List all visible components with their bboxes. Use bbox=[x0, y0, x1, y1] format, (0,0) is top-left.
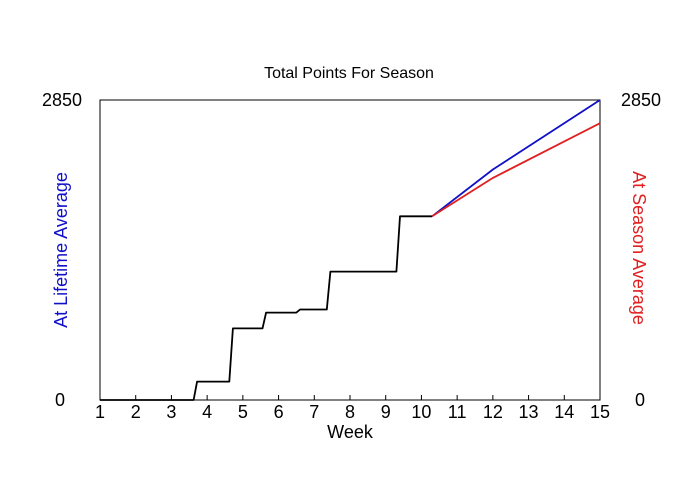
y-left-axis-label: At Lifetime Average bbox=[51, 172, 71, 328]
series-lines bbox=[100, 99, 601, 401]
y-left-min-label: 0 bbox=[55, 390, 65, 410]
y-left-max-label: 2850 bbox=[42, 90, 82, 110]
x-tick-label: 14 bbox=[554, 402, 574, 422]
y-right-max-label: 2850 bbox=[621, 90, 661, 110]
x-tick-label: 2 bbox=[131, 402, 141, 422]
x-tick-label: 8 bbox=[345, 402, 355, 422]
x-tick-label: 3 bbox=[166, 402, 176, 422]
series-line-actual bbox=[100, 215, 433, 401]
x-tick-label: 12 bbox=[483, 402, 503, 422]
series-line-season bbox=[431, 122, 601, 218]
x-axis-ticks: 1 2 3 4 5 6 7 8 9 10 11 12 13 14 15 bbox=[95, 395, 610, 422]
x-tick-label: 15 bbox=[590, 402, 610, 422]
series-line-lifetime bbox=[431, 99, 601, 218]
x-tick-label: 7 bbox=[309, 402, 319, 422]
x-axis-label: Week bbox=[327, 422, 374, 442]
x-tick-label: 4 bbox=[202, 402, 212, 422]
x-tick-label: 6 bbox=[274, 402, 284, 422]
x-tick-label: 10 bbox=[411, 402, 431, 422]
x-tick-label: 1 bbox=[95, 402, 105, 422]
x-tick-label: 11 bbox=[448, 402, 467, 422]
chart-title: Total Points For Season bbox=[264, 65, 434, 82]
x-tick-label: 13 bbox=[519, 402, 539, 422]
plot-area-frame bbox=[99, 99, 601, 401]
x-tick-label: 9 bbox=[381, 402, 391, 422]
x-tick-label: 5 bbox=[238, 402, 248, 422]
y-right-min-label: 0 bbox=[635, 390, 645, 410]
y-right-axis-label: At Season Average bbox=[629, 171, 649, 325]
